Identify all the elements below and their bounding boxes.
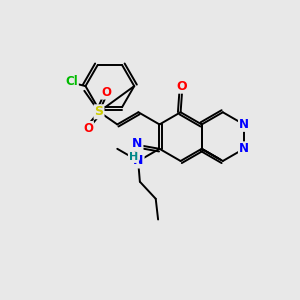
Text: O: O <box>83 122 93 135</box>
Text: N: N <box>239 142 249 155</box>
Text: N: N <box>132 137 142 150</box>
Text: H: H <box>129 152 138 162</box>
Text: Cl: Cl <box>65 75 78 88</box>
Text: N: N <box>239 118 249 131</box>
Text: O: O <box>101 85 111 99</box>
Text: O: O <box>177 80 188 93</box>
Text: S: S <box>94 105 103 118</box>
Text: N: N <box>133 154 144 167</box>
